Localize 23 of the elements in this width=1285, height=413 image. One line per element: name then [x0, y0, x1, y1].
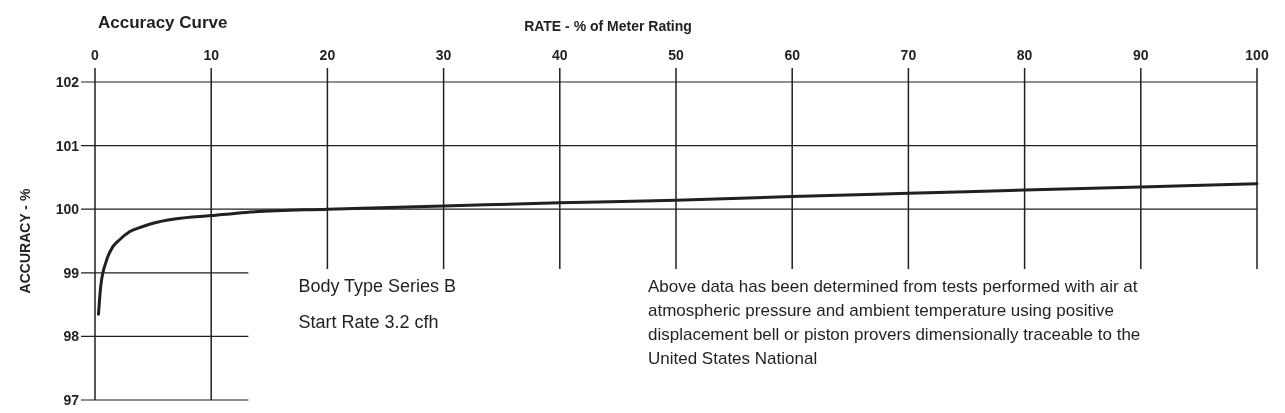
x-tick-label: 50 [668, 47, 684, 63]
y-tick-label: 97 [63, 392, 80, 408]
x-axis-title: RATE - % of Meter Rating [524, 18, 692, 34]
y-tick-label: 102 [55, 74, 80, 90]
y-tick-label: 100 [55, 201, 80, 218]
x-tick-label: 60 [784, 47, 801, 63]
x-tick-label: 0 [91, 47, 100, 63]
annotation: Body Type Series B [298, 275, 457, 296]
y-tick-label: 99 [63, 264, 80, 281]
chart-title: Accuracy Curve [98, 13, 228, 32]
x-tick-label: 80 [1016, 47, 1033, 63]
x-tick-label: 40 [552, 47, 568, 63]
x-tick-label: 30 [435, 47, 452, 63]
x-tick-label: 100 [1245, 47, 1269, 63]
annotation: Above data has been determined from tests performed with air at atmospheric pressure and ambient temperature using positive displacement bell or piston provers dimensionally traceable to the United States National [648, 276, 1141, 368]
x-tick-label: 20 [319, 47, 336, 63]
annotation: Start Rate 3.2 cfh [298, 311, 439, 332]
x-tick-label: 10 [203, 47, 220, 63]
y-tick-label: 101 [55, 137, 80, 154]
y-tick-label: 98 [63, 328, 80, 345]
x-tick-label: 70 [900, 47, 917, 63]
x-tick-label: 90 [1133, 47, 1149, 63]
y-axis-title: ACCURACY - % [17, 188, 33, 294]
